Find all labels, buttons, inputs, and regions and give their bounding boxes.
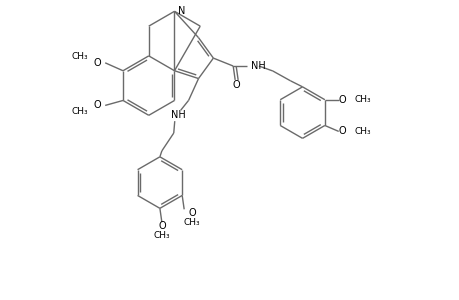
- Text: NH: NH: [251, 61, 265, 71]
- Text: O: O: [93, 58, 101, 68]
- Text: O: O: [338, 95, 346, 105]
- Text: CH₃: CH₃: [72, 107, 88, 116]
- Text: CH₃: CH₃: [153, 231, 170, 240]
- Text: CH₃: CH₃: [72, 52, 88, 62]
- Text: CH₃: CH₃: [354, 127, 370, 136]
- Text: NH: NH: [171, 110, 186, 120]
- Text: O: O: [338, 126, 346, 136]
- Text: O: O: [188, 208, 196, 218]
- Text: O: O: [93, 100, 101, 110]
- Text: N: N: [178, 6, 185, 16]
- Text: O: O: [158, 221, 165, 231]
- Text: O: O: [232, 80, 240, 90]
- Text: CH₃: CH₃: [354, 95, 370, 104]
- Text: CH₃: CH₃: [184, 218, 200, 227]
